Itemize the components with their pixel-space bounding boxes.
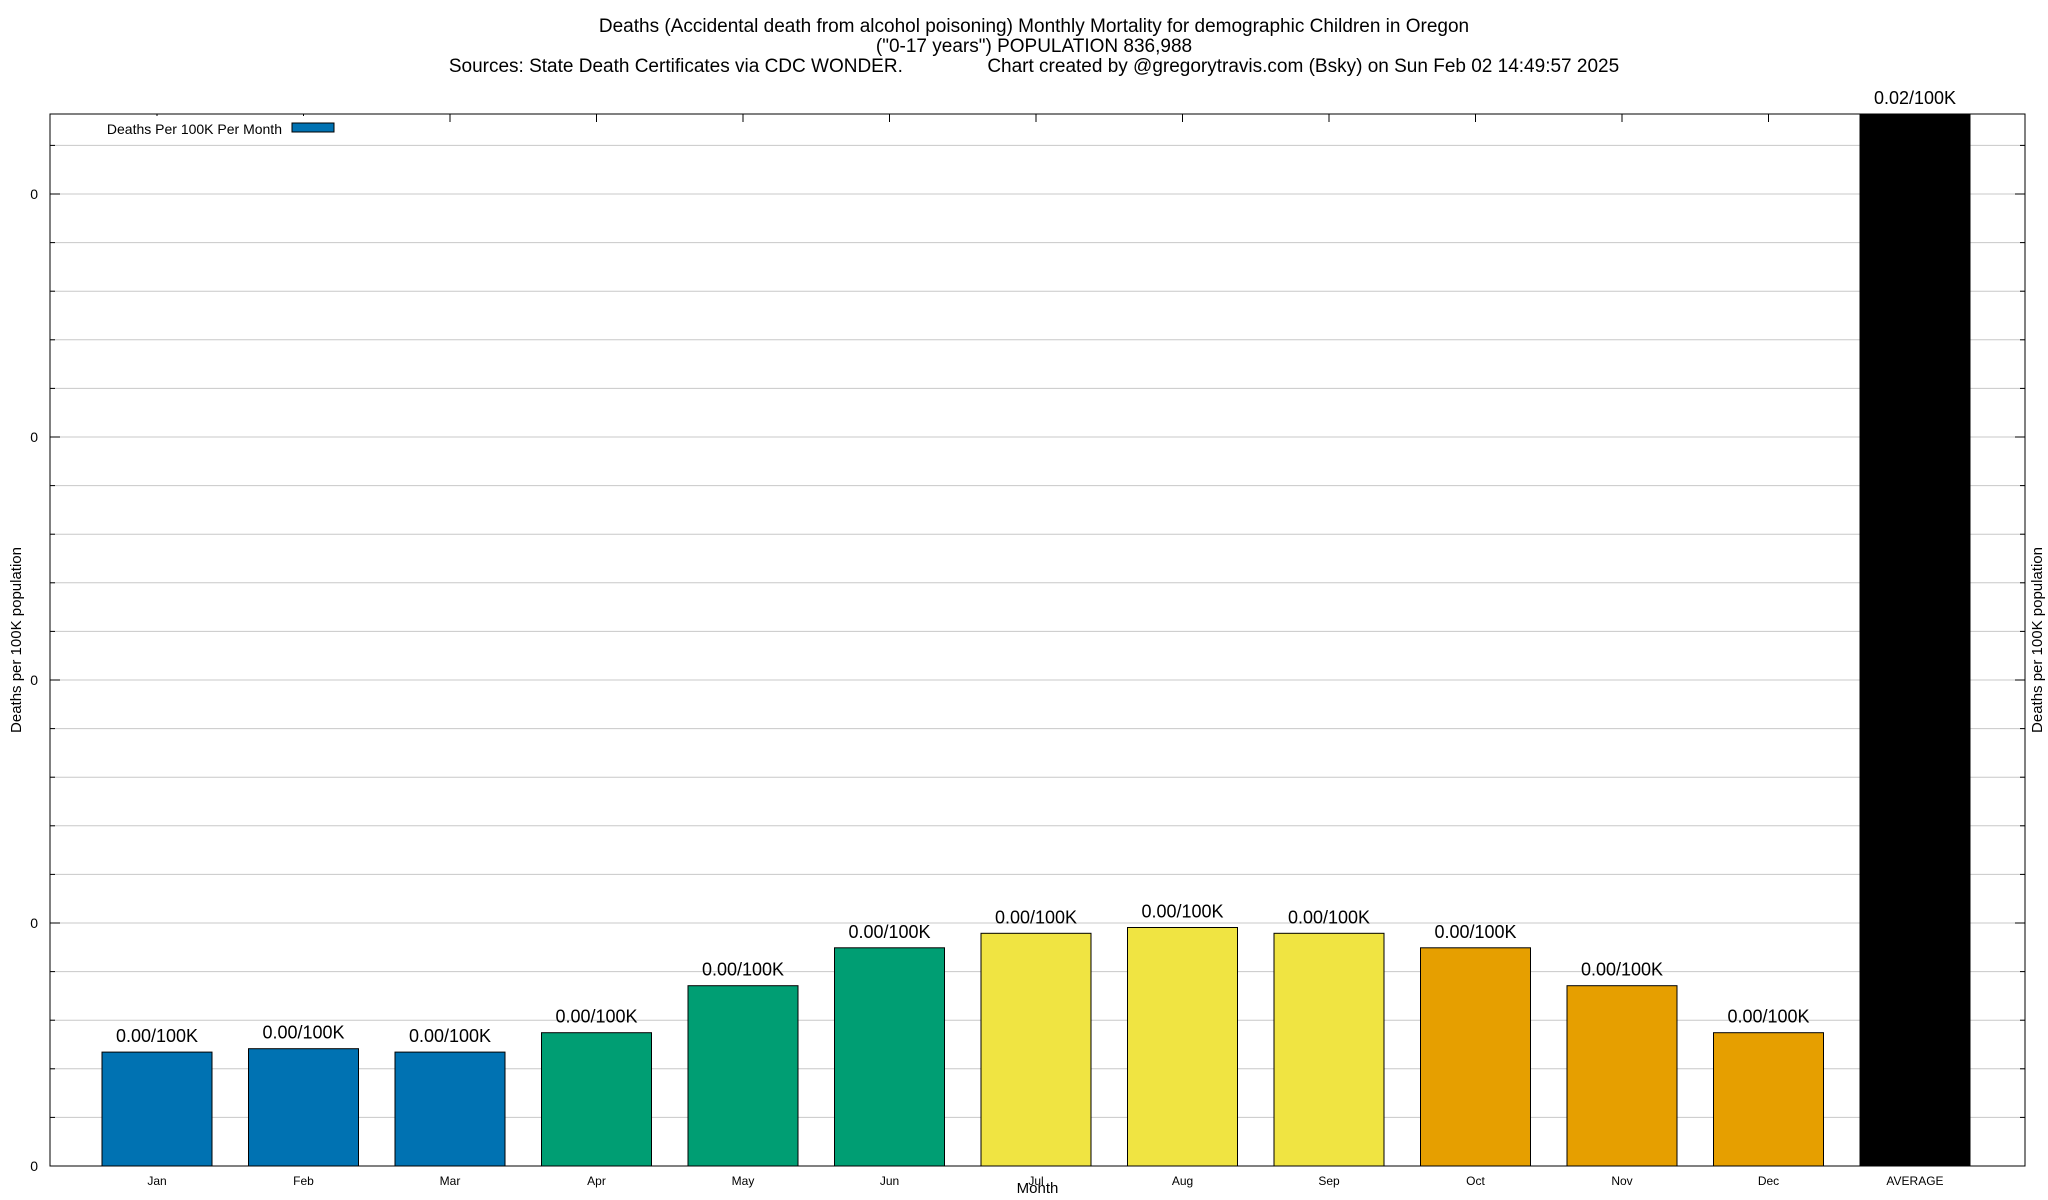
y-axis-label-left: Deaths per 100K population bbox=[8, 547, 25, 733]
bar-sep bbox=[1273, 932, 1385, 1167]
bar-value-label: 0.00/100K bbox=[1727, 1007, 1809, 1027]
x-tick-label: Dec bbox=[1758, 1174, 1779, 1188]
bar-value-label: 0.00/100K bbox=[848, 922, 930, 942]
bar-oct bbox=[1420, 947, 1531, 1167]
bar-value-label: 0.00/100K bbox=[1434, 922, 1516, 942]
legend: Deaths Per 100K Per Month bbox=[70, 116, 344, 142]
bar-aug bbox=[1127, 927, 1238, 1167]
bar-value-labels: 0.00/100K 0.00/100K 0.00/100K 0.00/100K 0.00… bbox=[116, 88, 1956, 1046]
bar-feb bbox=[248, 1048, 359, 1167]
bar-apr bbox=[541, 1032, 652, 1167]
x-tick-label: Sep bbox=[1318, 1174, 1340, 1188]
legend-swatch bbox=[291, 122, 335, 133]
title-line-2: ("0-17 years") POPULATION 836,988 bbox=[876, 36, 1192, 57]
bar-may bbox=[687, 985, 799, 1167]
title-line-1: Deaths (Accidental death from alcohol po… bbox=[599, 16, 1469, 37]
x-tick-label: Feb bbox=[293, 1174, 314, 1188]
bar-value-label: 0.02/100K bbox=[1874, 88, 1956, 108]
x-tick-label: May bbox=[732, 1174, 755, 1188]
bar-average bbox=[1859, 113, 1971, 1167]
x-tick-label: Mar bbox=[440, 1174, 461, 1188]
chart-title: Deaths (Accidental death from alcohol po… bbox=[449, 16, 1619, 77]
bars bbox=[101, 113, 1971, 1167]
bar-jun bbox=[834, 947, 945, 1167]
bar-value-label: 0.00/100K bbox=[555, 1007, 637, 1027]
bar-value-label: 0.00/100K bbox=[995, 907, 1077, 927]
y-tick-label: 0 bbox=[30, 915, 38, 931]
bar-value-label: 0.00/100K bbox=[1288, 907, 1370, 927]
title-line-3: Sources: State Death Certificates via CD… bbox=[449, 56, 1619, 77]
y-tick-label: 0 bbox=[30, 1158, 38, 1174]
bar-value-label: 0.00/100K bbox=[1581, 960, 1663, 980]
x-axis-label: Month bbox=[1017, 1180, 1059, 1197]
y-axis-label-right: Deaths per 100K population bbox=[2029, 547, 2046, 733]
x-tick-label: Jan bbox=[147, 1174, 166, 1188]
bar-value-label: 0.00/100K bbox=[262, 1023, 344, 1043]
y-tick-label: 0 bbox=[30, 429, 38, 445]
plot-frame bbox=[49, 113, 2026, 1167]
bar-jul bbox=[980, 932, 1092, 1167]
bar-value-label: 0.00/100K bbox=[702, 960, 784, 980]
bar-jan bbox=[101, 1051, 213, 1167]
grid bbox=[50, 144, 2025, 1118]
y-tick-label: 0 bbox=[30, 672, 38, 688]
x-tick-label: Jul bbox=[1028, 1174, 1043, 1188]
x-tick-label: AVERAGE bbox=[1886, 1174, 1943, 1188]
y-tick-label: 0 bbox=[30, 186, 38, 202]
x-tick-label: Aug bbox=[1172, 1174, 1193, 1188]
bar-nov bbox=[1566, 985, 1678, 1167]
x-tick-label: Apr bbox=[587, 1174, 606, 1188]
x-tick-labels: Jan Feb Mar Apr May Jun Jul Aug Sep Oct Nov Dec AVER… bbox=[147, 114, 1944, 1188]
bar-value-label: 0.00/100K bbox=[116, 1026, 198, 1046]
bar-value-label: 0.00/100K bbox=[1141, 902, 1223, 922]
x-tick-label: Oct bbox=[1466, 1174, 1485, 1188]
bar-mar bbox=[394, 1051, 506, 1167]
x-tick-label: Nov bbox=[1611, 1174, 1632, 1188]
x-tick-label: Jun bbox=[880, 1174, 899, 1188]
legend-label: Deaths Per 100K Per Month bbox=[107, 121, 282, 137]
bar-value-label: 0.00/100K bbox=[409, 1026, 491, 1046]
bar-dec bbox=[1713, 1032, 1824, 1167]
